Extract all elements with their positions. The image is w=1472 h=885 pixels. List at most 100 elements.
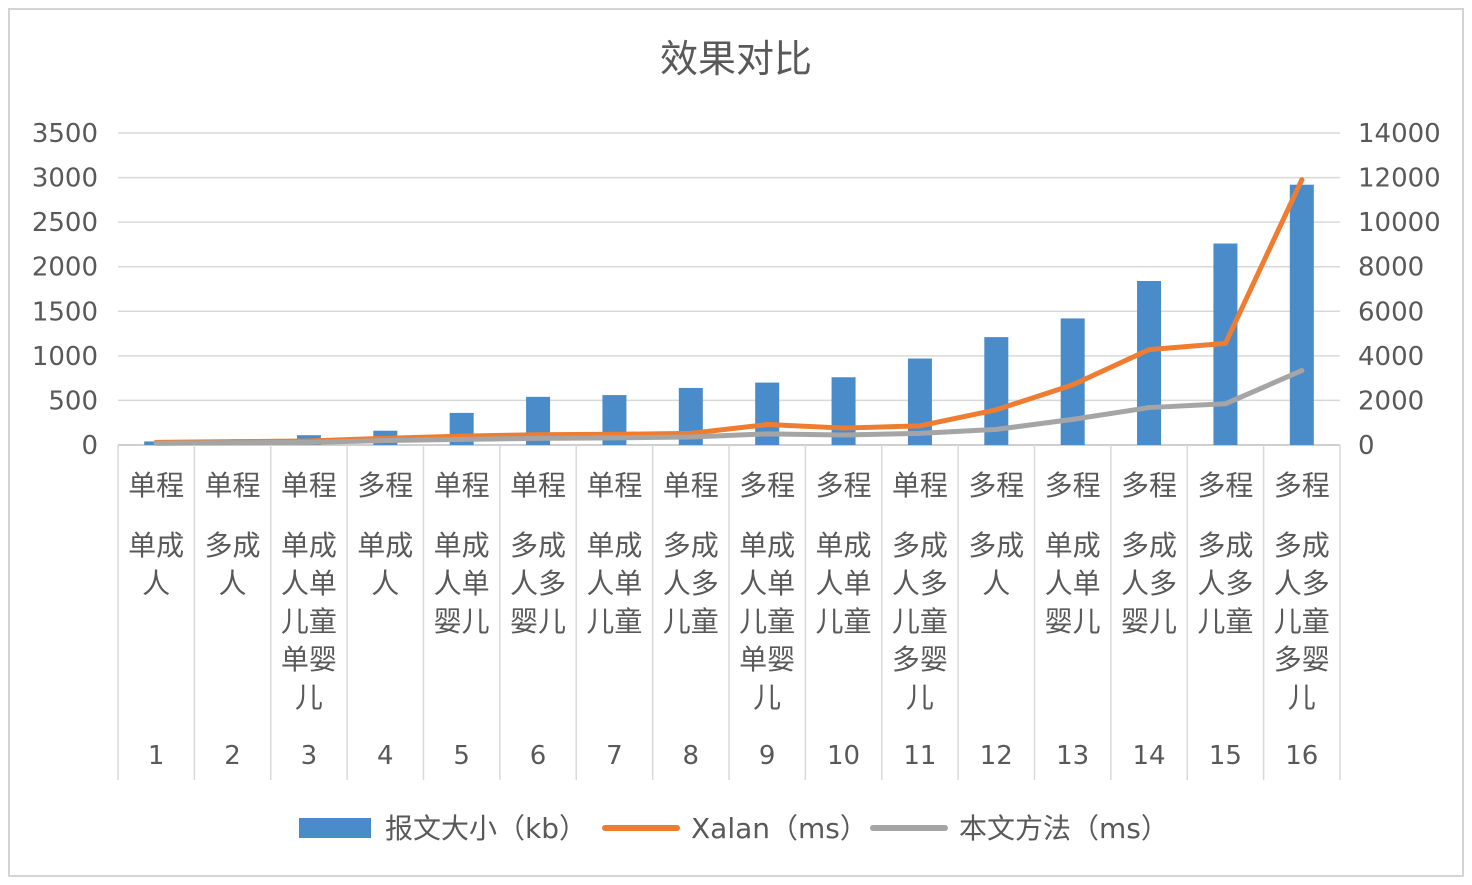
category-group-label: 单程 — [434, 469, 490, 502]
line-point — [841, 425, 847, 431]
chart-title: 效果对比 — [660, 37, 812, 81]
line-point — [459, 436, 465, 442]
line-point — [917, 423, 923, 429]
line-point — [1222, 340, 1228, 346]
left-axis-ticks: 0 500 1000 1500 2000 2500 3000 3500 — [32, 119, 98, 461]
line-point — [382, 438, 388, 444]
category-label: 多成 — [1197, 529, 1253, 562]
category-label: 儿童 — [739, 605, 795, 638]
left-tick-label: 0 — [81, 431, 98, 461]
category-label: 人单 — [434, 567, 490, 600]
line-point — [306, 439, 312, 445]
category-label: 儿 — [753, 681, 781, 714]
category-index: 5 — [453, 741, 470, 771]
left-tick-label: 3000 — [32, 164, 98, 194]
category-group-label: 多程 — [816, 469, 872, 502]
line-series — [153, 177, 1305, 446]
bar-14 — [1137, 280, 1162, 445]
line-point — [841, 432, 847, 438]
category-group-label: 单程 — [663, 469, 719, 502]
line-point — [993, 426, 999, 432]
chart-frame — [8, 8, 1464, 877]
category-label: 人单 — [1045, 567, 1101, 600]
category-label: 单婴 — [739, 643, 795, 676]
category-label: 儿童 — [892, 605, 948, 638]
category-index: 7 — [606, 741, 623, 771]
line-series-2 — [153, 368, 1305, 446]
category-label: 多成 — [1121, 529, 1177, 562]
category-index: 15 — [1209, 741, 1242, 771]
left-tick-label: 3500 — [32, 119, 98, 149]
left-tick-label: 2500 — [32, 208, 98, 238]
left-tick-label: 1500 — [32, 297, 98, 327]
category-label: 人 — [371, 567, 399, 600]
category-index: 16 — [1285, 741, 1318, 771]
category-group-label: 单程 — [128, 469, 184, 502]
category-label: 多成 — [968, 529, 1024, 562]
legend-label: 报文大小（kb） — [385, 812, 587, 845]
category-label: 单成 — [281, 529, 337, 562]
category-index: 9 — [759, 741, 776, 771]
category-group-label: 多程 — [968, 469, 1024, 502]
category-label: 人单 — [816, 567, 872, 600]
category-label: 婴儿 — [1045, 605, 1101, 638]
category-label: 儿 — [906, 681, 934, 714]
category-label: 儿童 — [586, 605, 642, 638]
right-axis-ticks: 0 2000 4000 6000 8000 10000 12000 14000 — [1358, 119, 1441, 461]
category-index: 13 — [1056, 741, 1089, 771]
category-index: 1 — [148, 741, 165, 771]
category-label: 人 — [219, 567, 247, 600]
category-group-label: 单程 — [586, 469, 642, 502]
category-index: 3 — [301, 741, 318, 771]
category-label: 单成 — [128, 529, 184, 562]
right-tick-label: 14000 — [1358, 119, 1441, 149]
category-label: 婴儿 — [510, 605, 566, 638]
category-label: 人多 — [1197, 567, 1253, 600]
category-label: 人多 — [663, 567, 719, 600]
category-group-label: 单程 — [281, 469, 337, 502]
category-index: 14 — [1133, 741, 1166, 771]
category-index: 4 — [377, 741, 394, 771]
line-point — [153, 440, 159, 446]
left-tick-label: 1000 — [32, 342, 98, 372]
category-label: 儿童 — [816, 605, 872, 638]
bar-16 — [1289, 184, 1314, 445]
category-label: 单成 — [1045, 529, 1101, 562]
line-point — [993, 407, 999, 413]
category-label: 婴儿 — [434, 605, 490, 638]
category-index: 6 — [530, 741, 547, 771]
category-label: 多成 — [205, 529, 261, 562]
line-point — [1146, 347, 1152, 353]
left-tick-label: 2000 — [32, 253, 98, 283]
category-label: 人 — [982, 567, 1010, 600]
right-tick-label: 2000 — [1358, 386, 1424, 416]
legend: 报文大小（kb） Xalan（ms） 本文方法（ms） — [299, 812, 1169, 845]
right-tick-label: 12000 — [1358, 164, 1441, 194]
category-label: 多成 — [510, 529, 566, 562]
category-label: 单成 — [357, 529, 413, 562]
category-label: 人多 — [1121, 567, 1177, 600]
category-group-label: 单程 — [892, 469, 948, 502]
category-label: 人多 — [510, 567, 566, 600]
right-tick-label: 8000 — [1358, 253, 1424, 283]
line-point — [764, 421, 770, 427]
line-point — [1299, 177, 1305, 183]
category-label: 多成 — [892, 529, 948, 562]
line-point — [611, 435, 617, 441]
legend-label: Xalan（ms） — [691, 812, 868, 845]
line-point — [1299, 368, 1305, 374]
line-point — [230, 440, 236, 446]
category-label: 人单 — [586, 567, 642, 600]
right-tick-label: 4000 — [1358, 342, 1424, 372]
line-point — [535, 435, 541, 441]
category-group-label: 多程 — [739, 469, 795, 502]
category-label: 人 — [142, 567, 170, 600]
category-index: 8 — [683, 741, 700, 771]
category-label: 儿 — [1288, 681, 1316, 714]
category-index: 10 — [827, 741, 860, 771]
category-label: 单婴 — [281, 643, 337, 676]
category-label: 多婴 — [892, 643, 948, 676]
category-label: 单成 — [586, 529, 642, 562]
legend-label: 本文方法（ms） — [959, 812, 1169, 845]
